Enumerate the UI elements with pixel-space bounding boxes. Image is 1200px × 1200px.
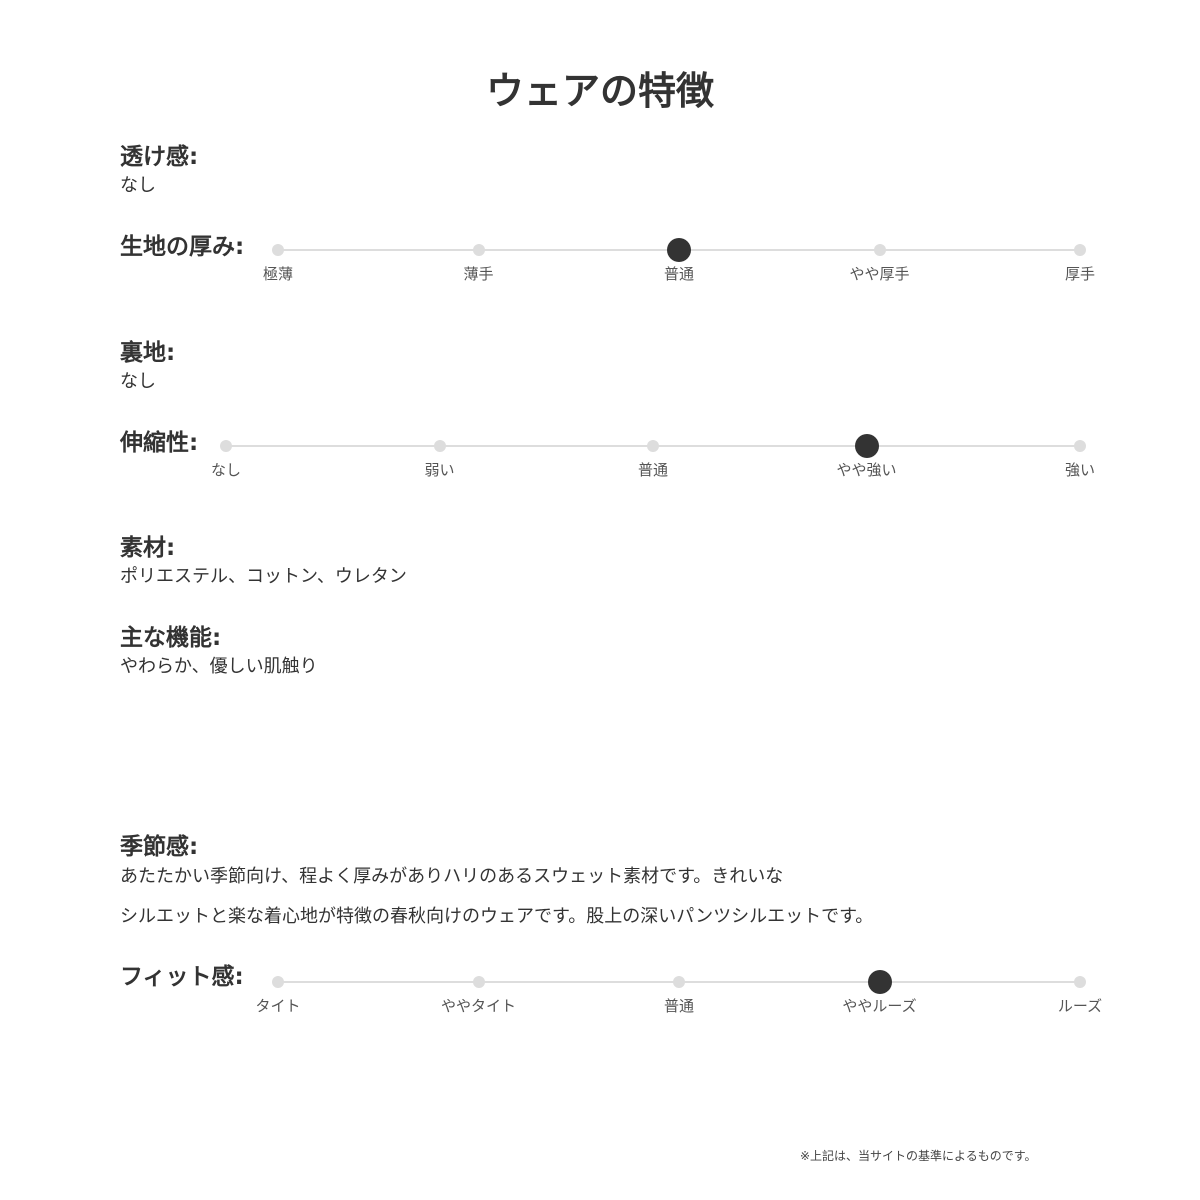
- sheer-value: なし: [120, 175, 156, 196]
- scale-stop-label: 極薄: [262, 265, 293, 283]
- dot-icon: [1074, 244, 1086, 256]
- scale-stop-label: なし: [210, 461, 241, 479]
- sheer-label: 透け感:: [120, 144, 199, 170]
- material-label: 素材:: [120, 535, 176, 561]
- scale-stop-label: 強い: [1064, 461, 1095, 479]
- season-label: 季節感:: [120, 834, 199, 860]
- material-value: ポリエステル、コットン、ウレタン: [120, 566, 407, 587]
- selected-dot-icon: [854, 434, 879, 458]
- dot-icon: [1074, 976, 1086, 988]
- scale-stop-label: ややタイト: [440, 997, 516, 1015]
- scale-stop-label: やや強い: [836, 461, 897, 479]
- dot-icon: [673, 976, 685, 988]
- fit-label: フィット感:: [120, 964, 244, 990]
- thickness-scale: 極薄 薄手 普通 やや厚手 厚手: [263, 238, 1095, 283]
- season-text-line: あたたかい季節向け、程よく厚みがありハリのあるスウェット素材です。きれいな: [120, 866, 784, 887]
- dot-icon: [1074, 440, 1086, 452]
- dot-icon: [433, 440, 446, 452]
- scale-stop-label: ややルーズ: [842, 997, 917, 1015]
- page-title: ウェアの特徴: [485, 69, 714, 113]
- selected-dot-icon: [867, 970, 892, 994]
- scale-stop-label: 厚手: [1064, 265, 1095, 283]
- fit-scale: タイト ややタイト 普通 ややルーズ ルーズ: [255, 970, 1102, 1015]
- season-text-line: シルエットと楽な着心地が特徴の春秋向けのウェアです。股上の深いパンツシルエットで…: [120, 906, 874, 927]
- scale-stop-label: ルーズ: [1057, 997, 1103, 1015]
- scale-stop-label: 弱い: [424, 461, 455, 479]
- scale-stop-label: 普通: [663, 997, 694, 1015]
- dot-icon: [472, 244, 485, 256]
- scale-stop-label: 薄手: [463, 265, 494, 283]
- dot-icon: [220, 440, 232, 452]
- function-value: やわらか、優しい肌触り: [120, 656, 318, 677]
- dot-icon: [472, 976, 485, 988]
- dot-icon: [873, 244, 886, 256]
- thickness-label: 生地の厚み:: [120, 234, 245, 260]
- dot-icon: [272, 244, 284, 256]
- scale-stop-label: やや厚手: [849, 265, 910, 283]
- scale-stop-label: 普通: [637, 461, 668, 479]
- stretch-scale: なし 弱い 普通 やや強い 強い: [211, 434, 1095, 479]
- stretch-label: 伸縮性:: [120, 430, 199, 456]
- lining-value: なし: [120, 371, 156, 392]
- dot-icon: [647, 440, 659, 452]
- function-label: 主な機能:: [120, 625, 222, 651]
- lining-label: 裏地:: [120, 340, 176, 366]
- footnote: ※上記は、当サイトの基準によるものです。: [800, 1149, 1037, 1163]
- dot-icon: [272, 976, 284, 988]
- selected-dot-icon: [667, 238, 691, 262]
- scale-stop-label: タイト: [255, 997, 301, 1015]
- scale-stop-label: 普通: [663, 265, 694, 283]
